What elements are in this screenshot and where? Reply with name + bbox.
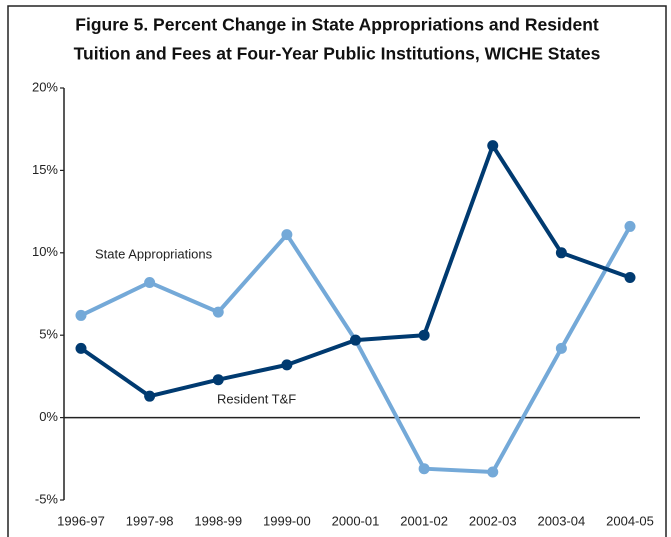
y-tick-label: -5% [35,491,59,506]
data-point [418,329,430,341]
data-point [555,247,567,259]
data-point [281,359,293,371]
frame [7,5,667,537]
x-tick-label: 1997-98 [126,513,174,528]
data-point [212,306,224,318]
series-label: Resident T&F [217,391,296,406]
x-tick-label: 2003-04 [538,513,586,528]
data-point [624,220,636,232]
x-tick-label: 1996-97 [57,513,105,528]
x-tick-label: 1999-00 [263,513,311,528]
x-tick-label: 2002-03 [469,513,517,528]
data-point [281,229,293,241]
x-tick-label: 2004-05 [606,513,654,528]
y-tick-label: 10% [32,244,58,259]
data-point [350,334,361,346]
data-point [487,466,499,478]
chart-title: Tuition and Fees at Four-Year Public Ins… [74,44,601,64]
data-point [212,374,224,386]
series-line [80,225,632,474]
data-point [75,309,87,321]
data-point [418,463,430,475]
data-point [555,342,567,354]
chart-title: Figure 5. Percent Change in State Approp… [75,15,599,35]
data-point [487,140,499,152]
y-tick-label: 5% [39,327,58,342]
data-point [75,342,87,354]
data-point [144,390,156,402]
x-tick-label: 2001-02 [400,513,448,528]
x-tick-label: 1998-99 [194,513,242,528]
y-tick-label: 15% [32,162,58,177]
data-point [144,276,156,288]
x-tick-label: 2000-01 [332,513,380,528]
y-tick-label: 20% [32,79,58,94]
series-label: State Appropriations [95,246,213,261]
data-point [624,272,636,284]
y-tick-label: 0% [39,409,58,424]
series-line [79,143,631,399]
